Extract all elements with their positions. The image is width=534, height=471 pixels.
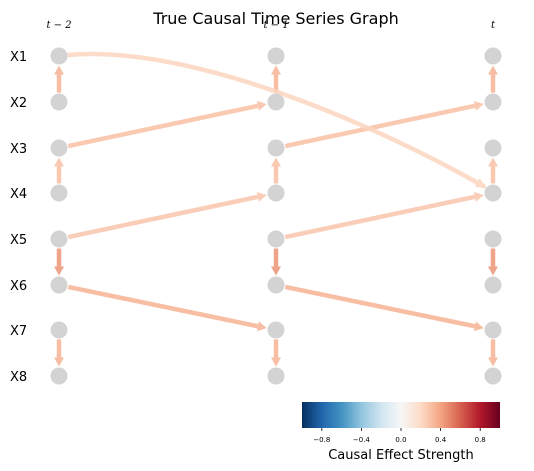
variable-label-x6: X6 [10,279,27,294]
node-x5-t [485,231,502,248]
edge-x4-t-to-x3-t [488,158,498,184]
edge-x7-t-2-to-x8-t-2 [54,340,64,367]
variable-label-x5: X5 [10,233,27,248]
node-x8-t-1 [268,368,285,385]
edge-x7-t-to-x8-t [488,340,498,367]
variable-label-x1: X1 [10,50,27,65]
edge-x5-t-1-to-x4-t [285,192,483,237]
node-x4-t [485,185,502,202]
colorbar-tick-label: −0.4 [353,436,371,444]
node-x5-t-2 [51,231,68,248]
node-x7-t [485,322,502,339]
node-x2-t-1 [268,94,285,111]
colorbar-gradient [302,402,500,428]
node-x8-t [485,368,502,385]
node-x4-t-1 [268,185,285,202]
node-x1-t-2 [51,48,68,65]
node-x7-t-1 [268,322,285,339]
node-x6-t-1 [268,277,285,294]
time-label-t-minus-2: t − 2 [46,20,71,31]
node-x6-t [485,277,502,294]
time-labels: t − 2 t − 1 t [46,20,496,31]
edge-x2-t-2-to-x1-t-2 [54,66,64,93]
colorbar-tick-label: 0.0 [395,436,406,444]
node-x1-t [485,48,502,65]
time-label-t-minus-1: t − 1 [263,20,288,31]
node-x4-t-2 [51,185,68,202]
edge-x7-t-1-to-x8-t-1 [271,340,281,367]
edge-x2-t-to-x1-t [488,66,498,93]
variable-label-x4: X4 [10,187,27,202]
edge-x5-t-2-to-x6-t-2 [54,249,64,276]
variable-labels: X1 X2 X3 X4 X5 X6 X7 X8 [10,50,27,385]
time-label-t: t [491,20,496,31]
node-x1-t-1 [268,48,285,65]
edge-x3-t-2-to-x2-t-1 [68,101,266,146]
node-x2-t-2 [51,94,68,111]
node-x2-t [485,94,502,111]
colorbar-label: Causal Effect Strength [328,448,474,463]
variable-label-x3: X3 [10,142,27,157]
node-x3-t [485,140,502,157]
edge-x6-t-2-to-x7-t-1 [68,287,266,331]
variable-label-x8: X8 [10,370,27,385]
edge-x4-t-2-to-x3-t-2 [54,158,64,184]
edge-x5-t-to-x6-t [488,249,498,276]
edge-x5-t-2-to-x4-t-1 [68,192,266,237]
colorbar-tick-label: −0.8 [313,436,330,444]
edge-x6-t-1-to-x7-t [285,287,483,331]
edge-x4-t-1-to-x3-t-1 [271,158,281,184]
node-x7-t-2 [51,322,68,339]
colorbar-tick-label: 0.8 [475,436,486,444]
colorbar-ticks: −0.8 −0.4 0.0 0.4 0.8 [313,428,485,444]
node-x5-t-1 [268,231,285,248]
variable-label-x7: X7 [10,324,27,339]
colorbar: −0.8 −0.4 0.0 0.4 0.8 Causal Effect Strength [302,402,500,463]
node-x3-t-2 [51,140,68,157]
node-x8-t-2 [51,368,68,385]
variable-label-x2: X2 [10,96,27,111]
nodes [51,48,502,385]
node-x6-t-2 [51,277,68,294]
colorbar-tick-label: 0.4 [435,436,447,444]
edge-x5-t-1-to-x6-t-1 [271,249,281,276]
node-x3-t-1 [268,140,285,157]
